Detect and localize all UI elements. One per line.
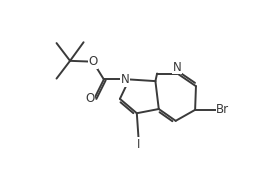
Text: O: O	[88, 55, 98, 68]
Text: I: I	[137, 138, 140, 151]
Text: Br: Br	[216, 103, 229, 116]
Text: N: N	[173, 61, 182, 74]
Text: O: O	[85, 92, 94, 104]
Text: N: N	[120, 73, 129, 86]
